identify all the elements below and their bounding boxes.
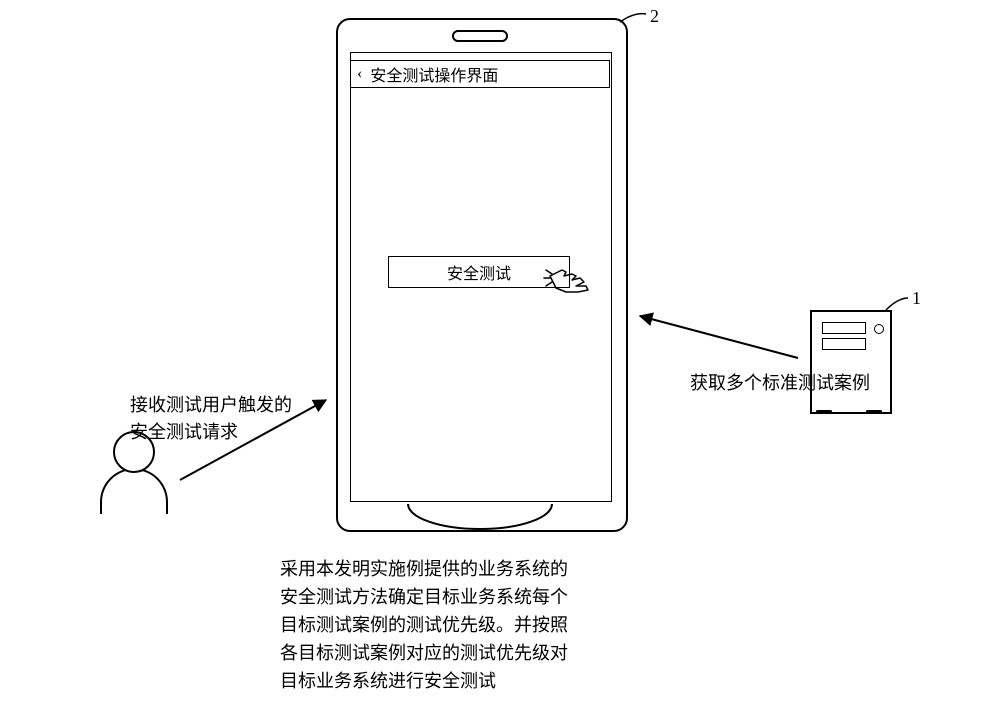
bottom-line: 各目标测试案例对应的测试优先级对 [280, 640, 650, 668]
back-icon[interactable]: ‹ [357, 66, 362, 82]
server-drive-slot [822, 338, 866, 350]
arrow-server-to-phone-label: 获取多个标准测试案例 [690, 370, 870, 397]
bottom-line: 采用本发明实施例提供的业务系统的 [280, 556, 650, 584]
server-drive-slot [822, 322, 866, 334]
server-foot [816, 410, 832, 413]
server-power-led [874, 324, 884, 334]
phone-speaker [452, 30, 508, 42]
server-tower [810, 310, 892, 414]
pointing-hand-icon [542, 262, 602, 302]
diagram-canvas: ‹ 安全测试操作界面 安全测试 2 1 [0, 0, 1000, 717]
security-test-button-label: 安全测试 [447, 260, 511, 284]
arrow-user-to-phone-label: 接收测试用户触发的 安全测试请求 [130, 392, 292, 446]
phone-home-arc [400, 498, 560, 538]
bottom-line: 安全测试方法确定目标业务系统每个 [280, 584, 650, 612]
arrow-server-to-phone [632, 308, 804, 368]
user-body-icon [100, 468, 168, 514]
app-title: 安全测试操作界面 [370, 62, 498, 86]
app-titlebar: ‹ 安全测试操作界面 [350, 60, 610, 88]
bottom-line: 目标业务系统进行安全测试 [280, 668, 650, 696]
phone-callout-number: 2 [650, 6, 659, 27]
bottom-description: 采用本发明实施例提供的业务系统的 安全测试方法确定目标业务系统每个 目标测试案例… [280, 556, 650, 695]
server-callout-number: 1 [912, 288, 921, 309]
callout-leader [882, 292, 916, 316]
server-foot [866, 410, 882, 413]
bottom-line: 目标测试案例的测试优先级。并按照 [280, 612, 650, 640]
